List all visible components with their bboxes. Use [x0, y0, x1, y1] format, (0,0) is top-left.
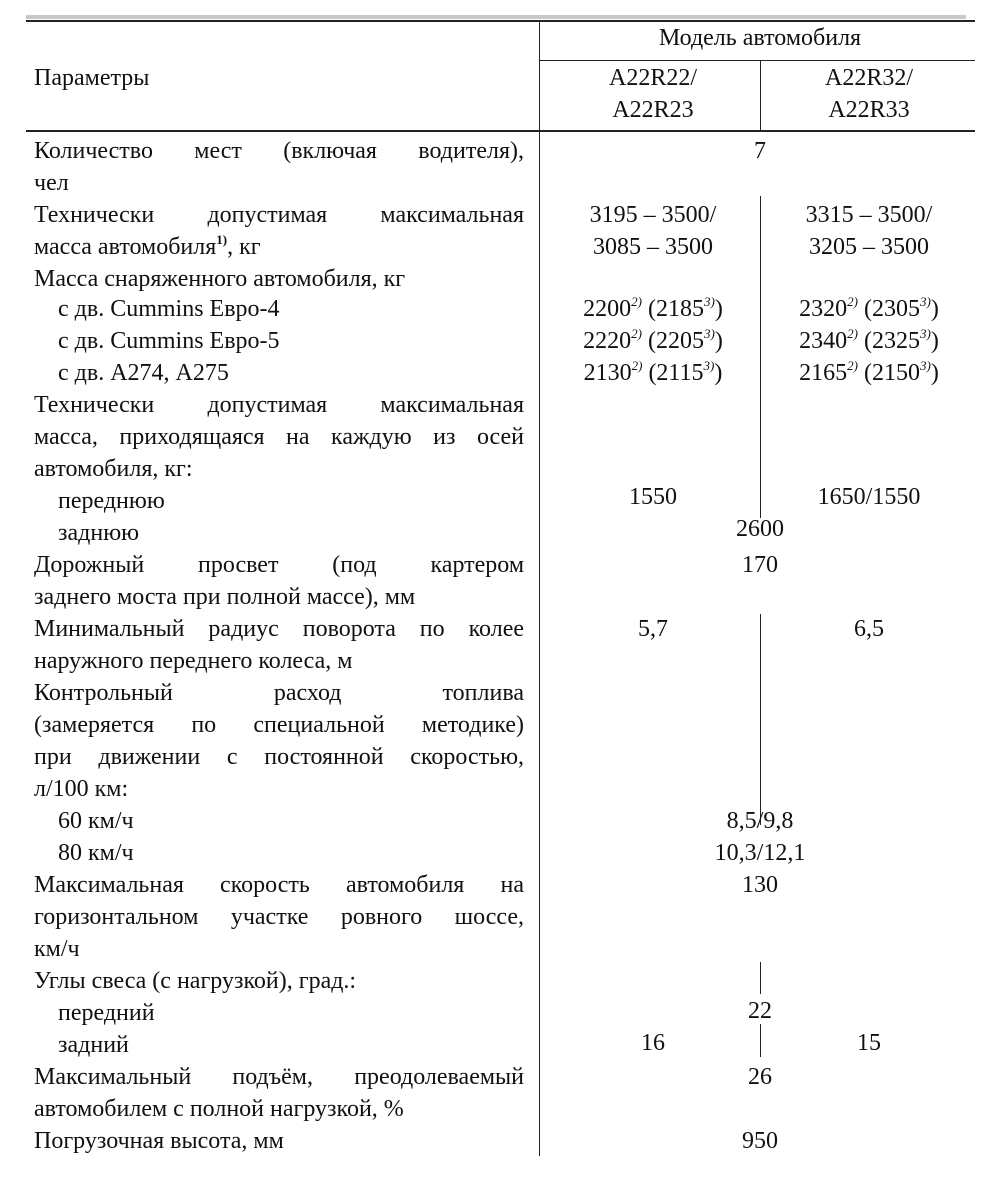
curb-mass-model-1-value: 22002) (21853)): [583, 294, 723, 322]
curb-mass-model-2-value: 21652) (21503)): [799, 358, 939, 386]
axle-mass-label: Технически допустимая максимальная: [34, 392, 524, 418]
curb-mass-item-label: с дв. Cummins Евро-4: [58, 296, 280, 322]
seats-value: 7: [754, 138, 766, 164]
overhang-rear-label: задний: [58, 1032, 129, 1058]
axle-front-model-2-value: 1650/1550: [817, 484, 921, 510]
max-mass-label-text: масса автомобиля: [34, 234, 217, 260]
overhang-label: Углы свеса (с нагрузкой), град.:: [34, 968, 357, 994]
clearance-label: Дорожный просвет (под картером: [34, 552, 524, 578]
fuel-60-label: 60 км/ч: [58, 808, 134, 834]
curb-mass-model-1-value: 21302) (21153)): [583, 358, 723, 386]
models-divider-1: [760, 196, 761, 518]
clearance-value: 170: [742, 552, 778, 578]
turn-radius-model-2-value: 6,5: [854, 616, 884, 642]
fuel-60-value: 8,5/9,8: [726, 808, 794, 834]
max-mass-label-cont: масса автомобиля1), кг: [34, 231, 261, 263]
loading-height-value: 950: [742, 1128, 778, 1154]
curb-mass-model-1-value: 22202) (22053)): [583, 326, 723, 354]
seats-label-cont: чел: [34, 170, 69, 196]
max-speed-label-cont: горизонтальном участке ровного шоссе,: [34, 904, 524, 930]
overhang-front-value: 22: [748, 998, 772, 1024]
climb-label: Максимальный подъём, преодолеваемый: [34, 1064, 524, 1090]
overhang-front-label: передний: [58, 1000, 155, 1026]
axle-front-label: переднюю: [58, 488, 165, 514]
max-speed-label-cont: км/ч: [34, 936, 80, 962]
curb-mass-model-2-value: 23202) (23053)): [799, 294, 939, 322]
models-divider-2: [760, 614, 761, 825]
axle-rear-value: 2600: [736, 516, 784, 542]
header-model-1-line1: A22R22/: [608, 65, 697, 91]
fuel-label-cont: л/100 км:: [34, 776, 129, 802]
max-mass-model-1-line1: 3195 – 3500/: [589, 202, 717, 228]
overhang-rear-model-2-value: 15: [857, 1030, 881, 1056]
max-mass-label: Технически допустимая максимальная: [34, 202, 524, 228]
header-top-rule: [26, 20, 975, 22]
parameters-column-divider: [539, 20, 540, 1156]
axle-front-model-1-value: 1550: [629, 484, 677, 510]
header-model-2-line2: A22R33: [828, 97, 910, 123]
turn-radius-label-cont: наружного переднего колеса, м: [34, 648, 353, 674]
max-mass-unit: , кг: [227, 234, 261, 260]
header-parameters-label: Параметры: [34, 65, 150, 91]
axle-mass-label-cont: масса, приходящаяся на каждую из осей: [34, 424, 524, 450]
axle-mass-label-cont: автомобиля, кг:: [34, 456, 193, 482]
turn-radius-label: Минимальный радиус поворота по колее: [34, 616, 524, 642]
fuel-label-cont: при движении с постоянной скоростью,: [34, 744, 524, 770]
max-mass-model-2-line2: 3205 – 3500: [809, 234, 929, 260]
max-mass-model-2-line1: 3315 – 3500/: [805, 202, 933, 228]
header-bottom-rule: [26, 130, 975, 132]
curb-mass-item-label: с дв. А274, А275: [58, 360, 229, 386]
loading-height-label: Погрузочная высота, мм: [34, 1128, 284, 1154]
fuel-label: Контрольный расход топлива: [34, 680, 524, 706]
axle-rear-label: заднюю: [58, 520, 140, 546]
header-model-label: Модель автомобиля: [658, 25, 862, 51]
top-edge-shadow: [26, 15, 966, 19]
max-speed-label: Максимальная скорость автомобиля на: [34, 872, 524, 898]
models-divider-4: [760, 1024, 761, 1057]
climb-label-cont: автомобилем с полной нагрузкой, %: [34, 1096, 404, 1122]
model-header-divider: [760, 60, 761, 131]
curb-mass-model-2-value: 23402) (23253)): [799, 326, 939, 354]
model-subheader-rule: [540, 60, 975, 61]
clearance-label-cont: заднего моста при полной массе), мм: [34, 584, 416, 610]
footnote-1-marker: 1): [216, 232, 228, 247]
climb-value: 26: [748, 1064, 772, 1090]
header-model-1-line2: A22R23: [612, 97, 694, 123]
fuel-80-label: 80 км/ч: [58, 840, 134, 866]
turn-radius-model-1-value: 5,7: [638, 616, 668, 642]
seats-label: Количество мест (включая водителя),: [34, 138, 524, 164]
overhang-rear-model-1-value: 16: [641, 1030, 665, 1056]
max-mass-model-1-line2: 3085 – 3500: [593, 234, 713, 260]
curb-mass-item-label: с дв. Cummins Евро-5: [58, 328, 280, 354]
fuel-label-cont: (замеряется по специальной методике): [34, 712, 524, 738]
curb-mass-label: Масса снаряженного автомобиля, кг: [34, 266, 406, 292]
models-divider-3: [760, 962, 761, 994]
max-speed-value: 130: [742, 872, 778, 898]
header-model-2-line1: A22R32/: [824, 65, 913, 91]
fuel-80-value: 10,3/12,1: [714, 840, 806, 866]
